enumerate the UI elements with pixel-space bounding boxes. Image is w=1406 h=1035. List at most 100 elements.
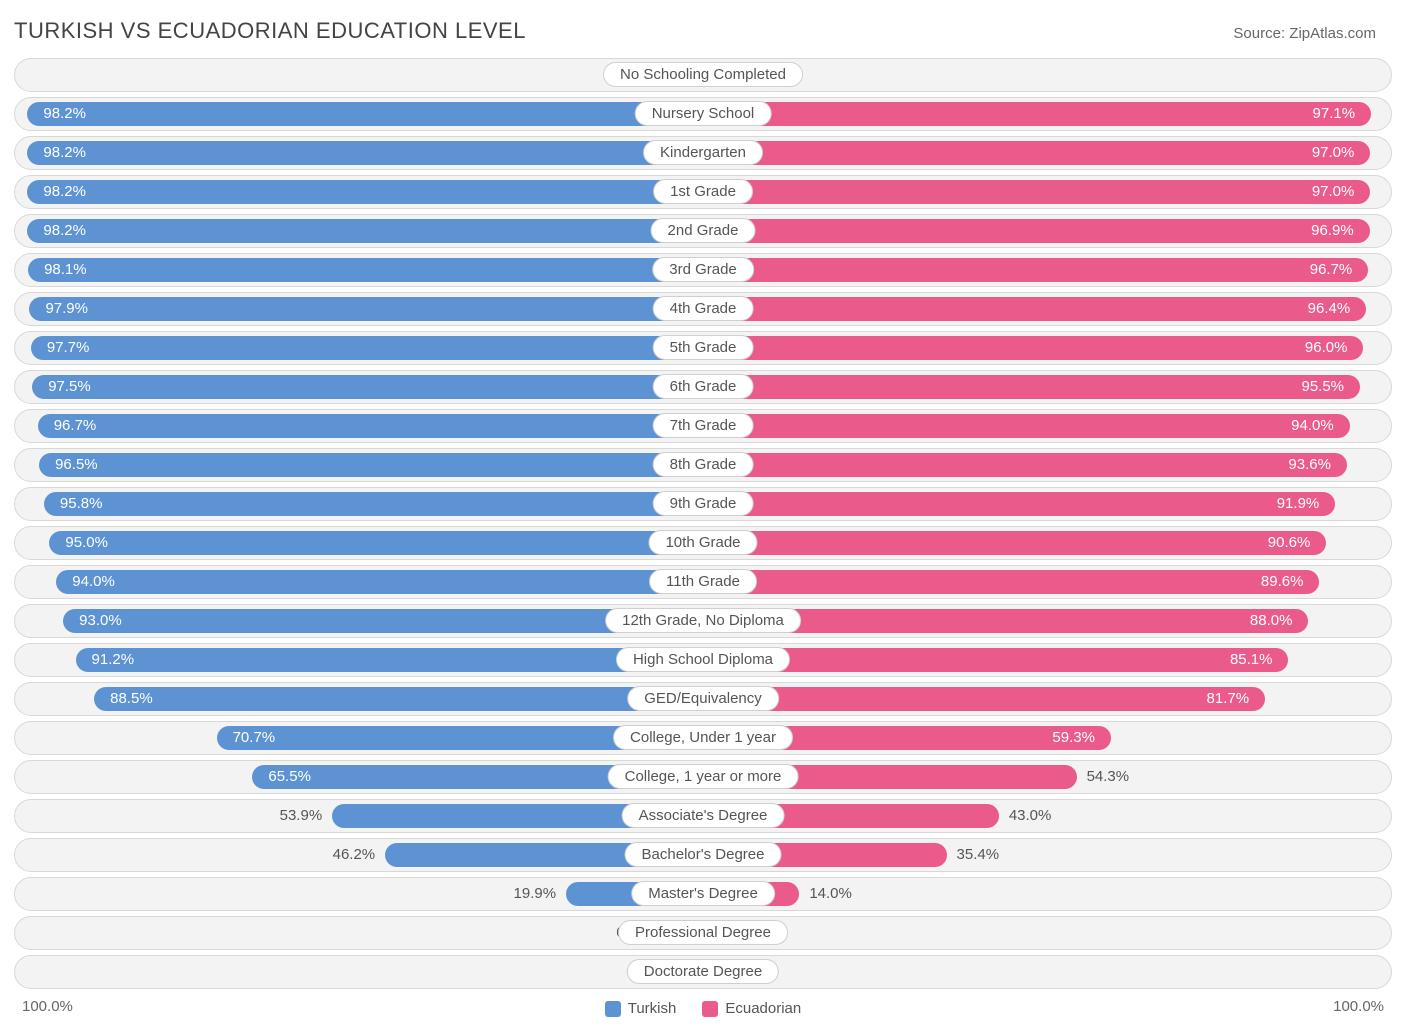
legend-ecuadorian: Ecuadorian xyxy=(702,1000,801,1017)
value-ecuadorian: 96.7% xyxy=(1310,254,1353,286)
chart-row: 98.2% 97.0% 1st Grade xyxy=(14,175,1392,209)
chart-row: 98.2%97.1%Nursery School xyxy=(14,97,1392,131)
chart-row: 46.2%35.4%Bachelor's Degree xyxy=(14,838,1392,872)
chart-row: 88.5%81.7%GED/Equivalency xyxy=(14,682,1392,716)
bar-turkish xyxy=(56,570,703,594)
chart-rows: 1.8%3.0%No Schooling Completed98.2%97.1%… xyxy=(0,58,1406,989)
value-ecuadorian: 96.0% xyxy=(1305,332,1348,364)
bar-turkish xyxy=(94,687,703,711)
category-label: 6th Grade xyxy=(653,374,754,399)
legend-swatch-ecuadorian xyxy=(702,1001,718,1017)
bar-turkish xyxy=(27,102,703,126)
chart-row: 94.0%89.6%11th Grade xyxy=(14,565,1392,599)
bar-ecuadorian xyxy=(703,141,1370,165)
bar-turkish xyxy=(49,531,703,555)
category-label: 1st Grade xyxy=(653,179,753,204)
bar-ecuadorian xyxy=(703,687,1265,711)
value-turkish: 97.5% xyxy=(48,371,91,403)
category-label: Kindergarten xyxy=(643,140,763,165)
chart-row: 70.7%59.3%College, Under 1 year xyxy=(14,721,1392,755)
value-turkish: 97.9% xyxy=(45,293,88,325)
bar-ecuadorian xyxy=(703,336,1363,360)
chart-row: 2.7%1.5%Doctorate Degree xyxy=(14,955,1392,989)
bar-ecuadorian xyxy=(703,453,1347,477)
category-label: 4th Grade xyxy=(653,296,754,321)
category-label: 10th Grade xyxy=(648,530,757,555)
value-turkish: 93.0% xyxy=(79,605,122,637)
chart-header: TURKISH VS ECUADORIAN EDUCATION LEVEL So… xyxy=(0,0,1406,58)
bar-ecuadorian xyxy=(703,102,1371,126)
bar-ecuadorian xyxy=(703,180,1370,204)
category-label: 2nd Grade xyxy=(651,218,756,243)
value-ecuadorian: 93.6% xyxy=(1288,449,1331,481)
value-turkish: 53.9% xyxy=(280,800,323,832)
value-turkish: 98.2% xyxy=(43,137,86,169)
value-turkish: 97.7% xyxy=(47,332,90,364)
value-ecuadorian: 97.0% xyxy=(1312,176,1355,208)
chart-row: 91.2%85.1%High School Diploma xyxy=(14,643,1392,677)
chart-row: 97.9%96.4%4th Grade xyxy=(14,292,1392,326)
chart-row: 19.9% 14.0% Master's Degree xyxy=(14,877,1392,911)
chart-row: 95.0%90.6%10th Grade xyxy=(14,526,1392,560)
value-turkish: 96.5% xyxy=(55,449,98,481)
value-turkish: 70.7% xyxy=(233,722,276,754)
bar-turkish xyxy=(44,492,703,516)
value-turkish: 98.1% xyxy=(44,254,87,286)
category-label: 3rd Grade xyxy=(652,257,754,282)
value-turkish: 94.0% xyxy=(72,566,115,598)
chart-source: Source: ZipAtlas.com xyxy=(1233,25,1376,42)
chart-row: 96.7%94.0%7th Grade xyxy=(14,409,1392,443)
value-turkish: 98.2% xyxy=(43,98,86,130)
value-ecuadorian: 14.0% xyxy=(809,878,852,910)
chart-row: 98.1% 96.7% 3rd Grade xyxy=(14,253,1392,287)
chart-row: 97.7%96.0%5th Grade xyxy=(14,331,1392,365)
chart-row: 96.5% 93.6% 8th Grade xyxy=(14,448,1392,482)
category-label: Master's Degree xyxy=(631,881,775,906)
axis-right-label: 100.0% xyxy=(1333,998,1384,1015)
value-ecuadorian: 89.6% xyxy=(1261,566,1304,598)
value-ecuadorian: 96.9% xyxy=(1311,215,1354,247)
chart-row: 97.5%95.5%6th Grade xyxy=(14,370,1392,404)
bar-turkish xyxy=(27,141,703,165)
bar-turkish xyxy=(27,180,703,204)
value-turkish: 95.0% xyxy=(65,527,108,559)
axis-left-label: 100.0% xyxy=(22,998,73,1015)
legend-label-ecuadorian: Ecuadorian xyxy=(725,1000,801,1017)
bar-turkish xyxy=(31,336,703,360)
chart-footer: 100.0% 100.0% Turkish Ecuadorian xyxy=(0,994,1406,1035)
value-turkish: 19.9% xyxy=(514,878,557,910)
category-label: College, Under 1 year xyxy=(613,725,793,750)
value-ecuadorian: 81.7% xyxy=(1207,683,1250,715)
category-label: Doctorate Degree xyxy=(627,959,779,984)
value-turkish: 46.2% xyxy=(333,839,376,871)
chart-row: 98.2% 96.9% 2nd Grade xyxy=(14,214,1392,248)
value-turkish: 98.2% xyxy=(43,176,86,208)
chart-title: TURKISH VS ECUADORIAN EDUCATION LEVEL xyxy=(14,18,526,44)
value-ecuadorian: 85.1% xyxy=(1230,644,1273,676)
chart-row: 95.8%91.9%9th Grade xyxy=(14,487,1392,521)
value-ecuadorian: 35.4% xyxy=(957,839,1000,871)
bar-ecuadorian xyxy=(703,375,1360,399)
category-label: 8th Grade xyxy=(653,452,754,477)
category-label: College, 1 year or more xyxy=(608,764,799,789)
bar-turkish xyxy=(32,375,703,399)
value-turkish: 98.2% xyxy=(43,215,86,247)
chart-row: 93.0% 88.0% 12th Grade, No Diploma xyxy=(14,604,1392,638)
education-chart: TURKISH VS ECUADORIAN EDUCATION LEVEL So… xyxy=(0,0,1406,1035)
bar-turkish xyxy=(28,258,703,282)
bar-turkish xyxy=(39,453,703,477)
value-turkish: 65.5% xyxy=(268,761,311,793)
bar-ecuadorian xyxy=(703,219,1370,243)
category-label: 12th Grade, No Diploma xyxy=(605,608,801,633)
value-turkish: 95.8% xyxy=(60,488,103,520)
value-ecuadorian: 88.0% xyxy=(1250,605,1293,637)
category-label: 7th Grade xyxy=(653,413,754,438)
value-ecuadorian: 91.9% xyxy=(1277,488,1320,520)
value-ecuadorian: 97.1% xyxy=(1313,98,1356,130)
bar-turkish xyxy=(27,219,703,243)
chart-row: 6.2%3.9%Professional Degree xyxy=(14,916,1392,950)
category-label: Professional Degree xyxy=(618,920,788,945)
category-label: GED/Equivalency xyxy=(627,686,779,711)
legend-label-turkish: Turkish xyxy=(628,1000,677,1017)
bar-ecuadorian xyxy=(703,258,1368,282)
